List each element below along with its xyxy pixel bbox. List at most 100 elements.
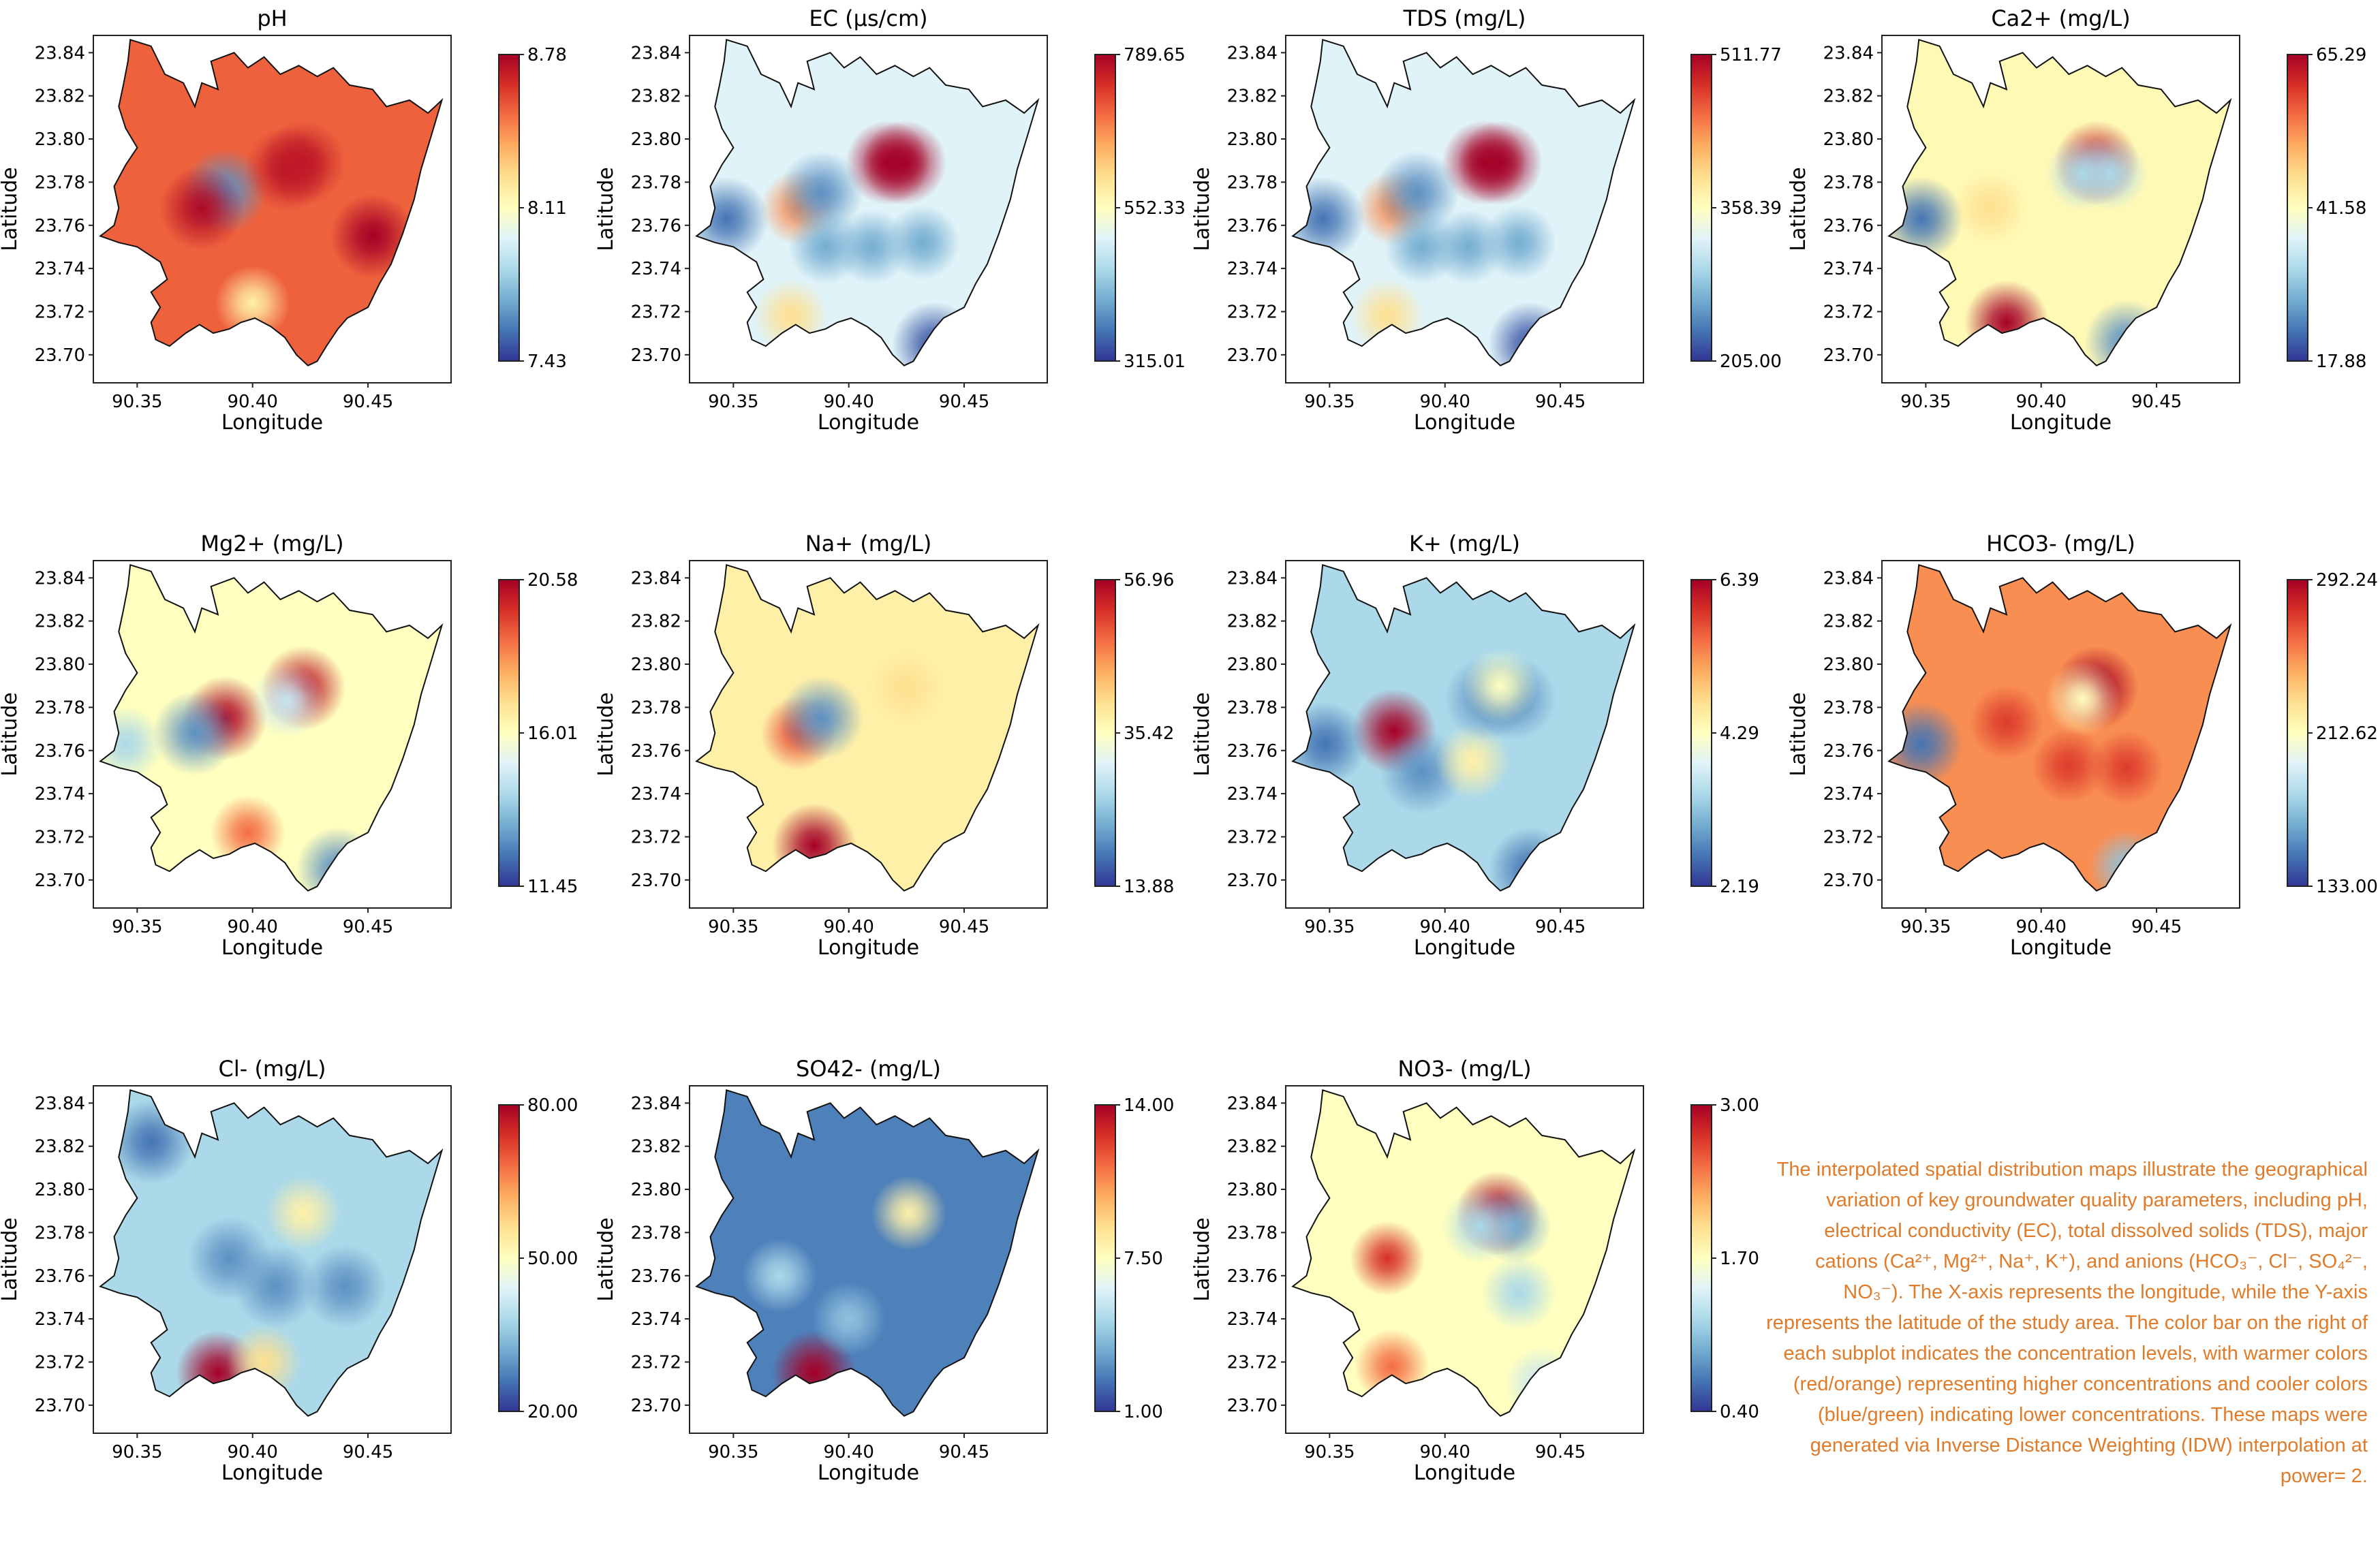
- y-tick-label: 23.80: [1823, 655, 1874, 675]
- idw-surface: [696, 1090, 1038, 1416]
- y-tick-label: 23.78: [1823, 698, 1874, 718]
- y-tick-label: 23.84: [631, 1093, 681, 1114]
- colorbar-tick-label: 315.01: [1124, 351, 1186, 372]
- colorbar-tick-label: 3.00: [1720, 1095, 1759, 1116]
- x-tick-label: 90.45: [939, 392, 989, 412]
- sample-point: [233, 1244, 318, 1329]
- y-tick-label: 23.76: [631, 1266, 681, 1287]
- y-tick-label: 23.76: [1823, 741, 1874, 762]
- y-tick-label: 23.76: [631, 216, 681, 236]
- map-panel: NO3- (mg/L) 90.35 90.40 90.45 Longitude 23.84…: [1190, 1056, 1759, 1485]
- y-tick-label: 23.78: [631, 1223, 681, 1243]
- sample-point: [742, 1238, 818, 1313]
- x-tick-label: 90.35: [112, 1442, 162, 1463]
- y-axis-label: Latitude: [1190, 1217, 1214, 1301]
- colorbar-tick-label: 7.50: [1124, 1249, 1163, 1269]
- x-tick-label: 90.40: [823, 1442, 874, 1463]
- sample-point: [100, 706, 164, 782]
- figure-caption: The interpolated spatial distribution ma…: [1766, 1159, 2368, 1487]
- x-axis-label: Longitude: [1414, 936, 1515, 960]
- sample-point: [869, 650, 944, 725]
- y-tick-label: 23.80: [1227, 655, 1278, 675]
- sample-point: [811, 1281, 886, 1357]
- y-tick-label: 23.76: [631, 741, 681, 762]
- colorbar-tick-label: 2.19: [1720, 877, 1759, 897]
- y-axis-label: Latitude: [0, 692, 22, 776]
- x-tick-label: 90.45: [939, 1442, 989, 1463]
- colorbar: [1690, 579, 1712, 887]
- x-axis-label: Longitude: [1414, 1461, 1515, 1485]
- y-tick-label: 23.70: [1823, 871, 1874, 891]
- study-area-boundary: [695, 1089, 1040, 1417]
- x-axis-label: Longitude: [221, 1461, 323, 1485]
- y-axis-label: Latitude: [594, 167, 618, 251]
- colorbar-tick-label: 41.58: [2316, 198, 2366, 219]
- sample-point: [1350, 1221, 1425, 1296]
- x-axis-label: Longitude: [2010, 936, 2112, 960]
- map-panel: HCO3- (mg/L) 90.35 90.40 90.45 Longitude 23.8…: [1787, 531, 2378, 960]
- y-tick-label: 23.84: [1227, 1093, 1278, 1114]
- sample-point: [2073, 136, 2148, 211]
- y-tick-label: 23.82: [35, 1137, 85, 1157]
- surface-base: [696, 1090, 1038, 1416]
- x-tick-label: 90.35: [1900, 917, 1951, 937]
- colorbar-tick-label: 13.88: [1124, 877, 1174, 897]
- sample-point: [1968, 685, 2044, 760]
- study-area-boundary: [1291, 563, 1636, 892]
- colorbar-tick-label: 8.11: [527, 198, 567, 219]
- colorbar-tick-label: 65.29: [2316, 45, 2366, 65]
- y-tick-label: 23.76: [1823, 216, 1874, 236]
- colorbar: [1094, 1104, 1116, 1412]
- axes-frame: [689, 560, 1048, 909]
- idw-surface: [696, 40, 1038, 366]
- panel-title: HCO3- (mg/L): [1986, 531, 2135, 557]
- colorbar-tick-label: 7.43: [527, 351, 567, 372]
- study-area-boundary: [1887, 38, 2232, 366]
- panel-title: Ca2+ (mg/L): [1991, 5, 2130, 31]
- y-tick-label: 23.74: [1227, 784, 1278, 804]
- colorbar-tick-label: 1.70: [1720, 1249, 1759, 1269]
- study-area-boundary: [1887, 563, 2232, 892]
- y-tick-label: 23.84: [631, 43, 681, 63]
- y-tick-label: 23.72: [631, 1352, 681, 1373]
- axes-frame: [93, 560, 452, 909]
- idw-surface: [100, 565, 442, 891]
- colorbar-tick-label: 16.01: [527, 723, 578, 744]
- y-tick-label: 23.84: [1227, 568, 1278, 589]
- sample-point: [1488, 301, 1573, 366]
- y-tick-label: 23.80: [35, 1180, 85, 1200]
- y-axis-label: Latitude: [594, 1217, 618, 1301]
- idw-surface: [100, 1090, 442, 1416]
- study-area-boundary: [99, 563, 444, 892]
- sample-point: [1504, 1346, 1579, 1416]
- colorbar-tick-label: 212.62: [2316, 723, 2378, 744]
- x-tick-label: 90.45: [939, 917, 989, 937]
- x-tick-label: 90.40: [1419, 917, 1470, 937]
- y-tick-label: 23.74: [631, 784, 681, 804]
- study-area-boundary: [695, 563, 1040, 892]
- panel-title: SO42- (mg/L): [796, 1056, 941, 1082]
- x-axis-label: Longitude: [818, 936, 919, 960]
- sample-point: [696, 176, 769, 262]
- colorbar: [1094, 54, 1116, 362]
- x-tick-label: 90.35: [1304, 392, 1355, 412]
- sample-point: [1293, 176, 1365, 262]
- y-tick-label: 23.74: [35, 259, 85, 279]
- y-tick-label: 23.70: [1823, 345, 1874, 366]
- y-tick-label: 23.80: [631, 129, 681, 150]
- study-area-boundary: [99, 1089, 444, 1417]
- x-tick-label: 90.45: [343, 1442, 393, 1463]
- y-tick-label: 23.80: [35, 129, 85, 150]
- idw-surface: [1293, 565, 1635, 891]
- panel-title: Mg2+ (mg/L): [200, 531, 343, 557]
- y-tick-label: 23.72: [631, 827, 681, 847]
- sample-point: [1293, 702, 1367, 787]
- y-tick-label: 23.74: [35, 1309, 85, 1330]
- sample-point: [1488, 826, 1573, 891]
- y-tick-label: 23.72: [35, 1352, 85, 1373]
- y-tick-label: 23.74: [1823, 784, 1874, 804]
- sample-point: [2084, 299, 2169, 366]
- colorbar-tick-label: 20.58: [527, 570, 578, 591]
- x-tick-label: 90.35: [112, 392, 162, 412]
- y-tick-label: 23.70: [35, 1396, 85, 1416]
